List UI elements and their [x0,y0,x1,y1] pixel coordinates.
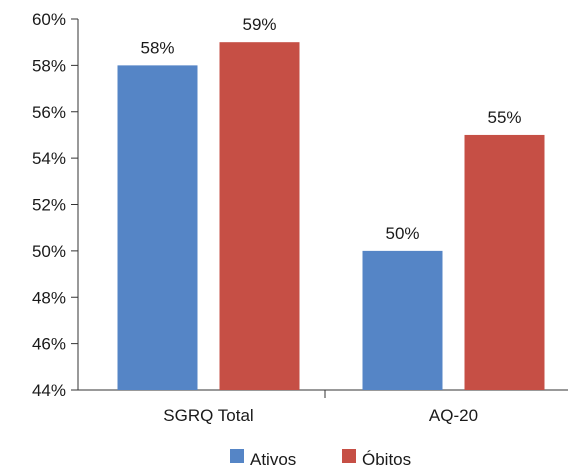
y-axis-ticks: 44% 46% 48% 50% 52% 54% 56% 58% 60% [32,10,78,400]
bars [117,42,545,390]
bar-ativos-0 [117,65,198,390]
data-label: 55% [487,108,521,127]
legend-label: Ativos [250,450,296,469]
data-labels: 58% 59% 50% 55% [140,15,521,243]
legend-label: Óbitos [362,450,411,469]
legend: Ativos Óbitos [230,449,411,469]
x-category-label: AQ-20 [429,406,478,425]
category-labels: SGRQ Total AQ-20 [163,406,478,425]
data-label: 58% [140,38,174,57]
y-tick-label: 52% [32,196,66,215]
legend-swatch [342,449,356,463]
x-category-label: SGRQ Total [163,406,253,425]
y-tick-label: 56% [32,103,66,122]
y-tick-label: 58% [32,56,66,75]
bar-ativos-1 [362,250,443,390]
y-tick-label: 60% [32,10,66,29]
legend-swatch [230,449,244,463]
y-tick-label: 46% [32,335,66,354]
data-label: 50% [385,224,419,243]
data-label: 59% [242,15,276,34]
bar--bitos-1 [464,134,545,390]
y-tick-label: 50% [32,242,66,261]
y-tick-label: 54% [32,149,66,168]
bar--bitos-0 [219,42,300,390]
y-tick-label: 44% [32,381,66,400]
y-tick-label: 48% [32,288,66,307]
